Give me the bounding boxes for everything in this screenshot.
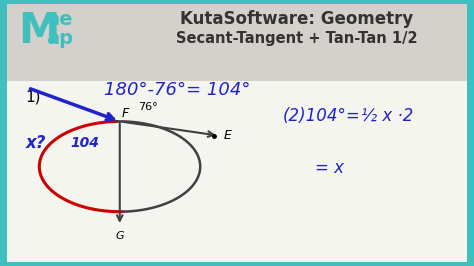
Text: ap: ap [46, 28, 73, 48]
Text: Secant-Tangent + Tan-Tan 1/2: Secant-Tangent + Tan-Tan 1/2 [176, 31, 418, 46]
Text: ½ x ·2: ½ x ·2 [361, 107, 413, 125]
Text: M: M [18, 10, 60, 52]
Text: KutaSoftware: Geometry: KutaSoftware: Geometry [180, 10, 413, 28]
Text: E: E [223, 129, 231, 142]
Bar [7, 4, 467, 81]
Bar [7, 81, 467, 262]
Text: G: G [116, 231, 124, 241]
Text: 180°-76°= 104°: 180°-76°= 104° [104, 81, 250, 99]
Text: (2)104°=: (2)104°= [283, 107, 361, 125]
Text: F: F [122, 107, 129, 120]
Text: 104: 104 [70, 136, 99, 149]
Text: 1): 1) [26, 89, 41, 104]
Text: = x: = x [315, 159, 344, 177]
Text: x?: x? [26, 134, 46, 152]
Text: ae: ae [46, 10, 73, 30]
Text: 76°: 76° [138, 102, 158, 112]
